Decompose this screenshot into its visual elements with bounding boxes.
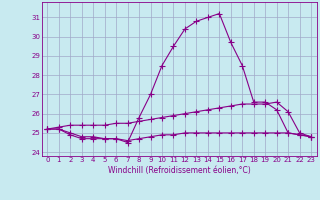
X-axis label: Windchill (Refroidissement éolien,°C): Windchill (Refroidissement éolien,°C) [108, 166, 251, 175]
